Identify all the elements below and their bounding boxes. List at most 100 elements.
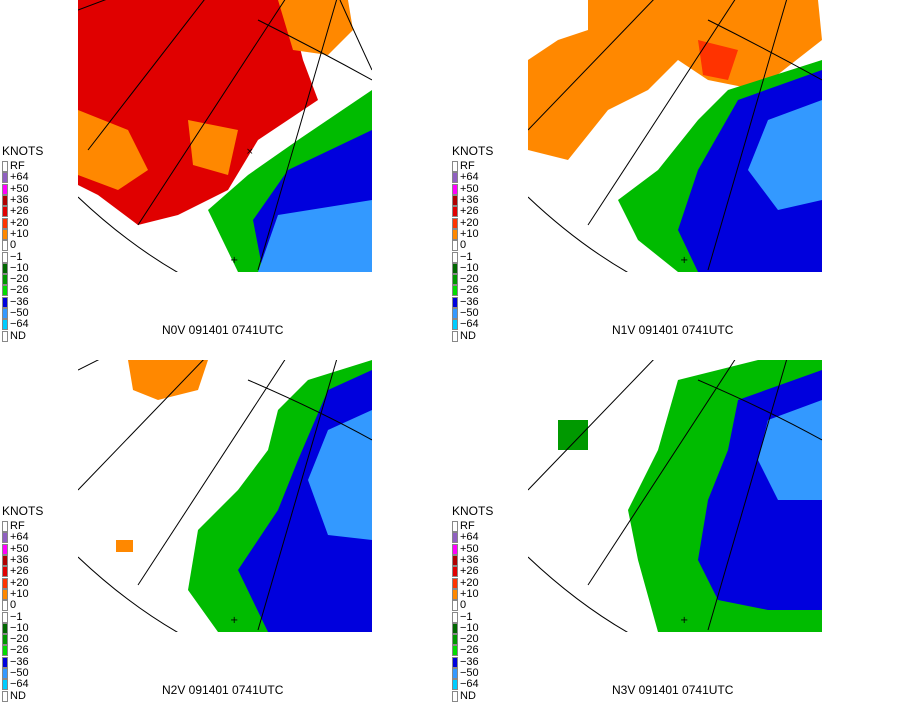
legend-rows: RF +64 +50 +36 +26 +20 +10 0 −1 −10 −20 −26 −36 −50 −6… (2, 161, 72, 342)
azimuth-line (587, 0, 736, 226)
azimuth-line (707, 0, 788, 271)
legend-label: −26 (460, 644, 479, 657)
legend-label: +36 (460, 194, 479, 207)
legend-row: −36 (2, 296, 72, 308)
legend-swatch (2, 679, 8, 691)
legend-swatch (2, 656, 8, 668)
county-line (247, 379, 372, 441)
county-line (707, 19, 822, 81)
legend-label: ND (10, 689, 26, 702)
azimuth-line (257, 0, 338, 271)
legend-label: +20 (10, 576, 29, 589)
legend-swatch (452, 588, 458, 600)
legend-row: −1 (2, 251, 72, 263)
legend-row: −1 (2, 611, 72, 623)
legend-label: −64 (10, 678, 29, 691)
legend-swatch (452, 172, 458, 184)
legend-swatch (2, 285, 8, 297)
county-line (257, 19, 372, 81)
legend-swatch (452, 228, 458, 240)
legend-row: +10 (2, 228, 72, 240)
legend-swatch (452, 296, 458, 308)
site-marker: + (680, 615, 688, 626)
region-orange-small (116, 540, 133, 552)
legend-label: −10 (10, 261, 29, 274)
legend-swatch (2, 588, 8, 600)
radar-panel-n3v: + × KNOTS RF+64+50+36+26+20+100−1−10−20−… (450, 360, 900, 720)
radar-panel-n2v: + × KNOTS RF+64+50+36+26+20+100−1−10−20−… (0, 360, 450, 720)
legend-label: +64 (460, 531, 479, 544)
legend-row: +50 (452, 183, 522, 195)
legend-label: +64 (460, 171, 479, 184)
legend-swatch (452, 206, 458, 218)
legend-label: +50 (10, 182, 29, 195)
legend-label: −1 (460, 610, 473, 623)
legend-row: ND (2, 330, 72, 342)
legend-label: +10 (460, 227, 479, 240)
legend-swatch (452, 183, 458, 195)
legend-row: +10 (452, 227, 522, 240)
legend-label: −50 (460, 667, 479, 679)
region-light-blue (758, 400, 822, 500)
legend-row: +64 (2, 532, 72, 544)
legend-label: −36 (460, 295, 479, 308)
legend-row: −10 (452, 622, 522, 634)
legend-label: −36 (10, 655, 29, 668)
legend-row: −50 (2, 668, 72, 679)
legend-label: ND (460, 689, 476, 702)
legend-label: 0 (10, 599, 17, 612)
legend-label: +64 (10, 171, 29, 184)
legend-label: −26 (10, 284, 29, 297)
velocity-image-n2v: + × (78, 360, 372, 632)
legend-label: +20 (460, 576, 479, 589)
site-marker: × (246, 147, 254, 157)
legend-swatch (2, 555, 8, 567)
legend-label: +36 (10, 194, 29, 207)
legend-row: +64 (452, 171, 522, 184)
legend-swatch (452, 330, 458, 342)
legend-row: −64 (452, 319, 522, 331)
legend-title: KNOTS (2, 144, 44, 158)
legend-row: −50 (2, 308, 72, 319)
region-red (698, 40, 738, 80)
azimuth-line (78, 360, 204, 491)
legend-swatch (452, 251, 458, 263)
legend-rows: RF +64 +50 +36 +26 +20 +10 0 −1 −10 −20 −26 −36 −50 −6… (452, 521, 522, 702)
legend-row: +50 (452, 543, 522, 555)
site-marker: + (230, 615, 238, 626)
legend-swatch (2, 668, 8, 679)
legend-swatch (2, 543, 8, 555)
legend-label: −50 (460, 307, 479, 319)
legend-label: −26 (460, 284, 479, 297)
legend-swatch (2, 251, 8, 263)
legend-row: +64 (452, 531, 522, 544)
legend-row: +10 (452, 588, 522, 600)
legend-label: 0 (10, 239, 17, 252)
legend-swatch (452, 262, 458, 274)
azimuth-line (528, 0, 654, 131)
legend-row: −36 (2, 655, 72, 668)
legend-swatch (452, 285, 458, 297)
region-orange (528, 0, 822, 160)
legend-row: −10 (2, 261, 72, 274)
legend-row: −26 (452, 644, 522, 657)
legend-swatch (2, 330, 8, 342)
legend-row: −26 (2, 284, 72, 297)
legend-title: KNOTS (452, 504, 494, 518)
legend-label: −10 (460, 261, 479, 274)
legend-label: −20 (10, 633, 29, 646)
legend-row: 0 (452, 600, 522, 612)
legend-row: +26 (452, 205, 522, 218)
legend-label: RF (460, 160, 475, 173)
legend-label: +26 (10, 565, 29, 578)
legend-label: +26 (460, 205, 479, 218)
region-light-blue (748, 100, 822, 210)
legend-row: −64 (2, 319, 72, 331)
legend-label: +20 (460, 216, 479, 229)
legend-row: 0 (2, 599, 72, 612)
range-ring (528, 196, 629, 272)
legend-swatch (2, 274, 8, 286)
panel-caption: N2V 091401 0741UTC (162, 683, 284, 697)
legend-swatch (2, 240, 8, 252)
legend-row: −1 (452, 610, 522, 623)
